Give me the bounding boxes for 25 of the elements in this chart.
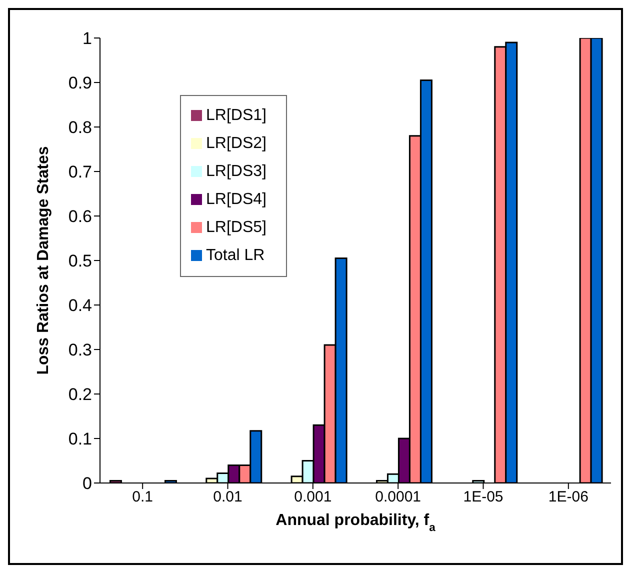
x-tick-label: 0.0001: [375, 488, 422, 506]
x-axis-title: Annual probability, f$_{a}$: [276, 512, 436, 534]
y-tick-label: 0: [82, 474, 92, 494]
x-tick-label: 0.01: [213, 488, 242, 506]
x-tick-label: 0.001: [294, 488, 332, 506]
legend-label: LR[DS1]: [206, 107, 266, 124]
y-tick-label: 0.8: [68, 118, 92, 138]
y-tick-label: 0.3: [68, 340, 92, 360]
y-tick-label: 1: [82, 29, 92, 48]
x-tick-label: 0.1: [132, 488, 154, 506]
y-tick-label: 0.1: [68, 430, 92, 449]
y-axis-title: Loss Ratios at Damage States: [35, 146, 52, 375]
y-tick-label: 0.4: [68, 296, 92, 316]
legend-label: LR[DS5]: [206, 219, 266, 236]
legend-label: LR[DS3]: [206, 163, 266, 180]
legend-label: LR[DS2]: [206, 135, 266, 152]
y-tick-label: 0.7: [68, 162, 92, 182]
legend-label: LR[DS4]: [206, 191, 266, 208]
y-tick-label: 0.9: [68, 74, 92, 93]
y-tick-label: 0.2: [68, 385, 92, 404]
legend-label: Total LR: [206, 247, 265, 264]
y-tick-label: 0.5: [68, 252, 92, 271]
x-tick-label: 1E-06: [548, 488, 588, 506]
x-tick-label: 1E-05: [463, 488, 504, 506]
y-tick-label: 0.6: [68, 207, 92, 226]
